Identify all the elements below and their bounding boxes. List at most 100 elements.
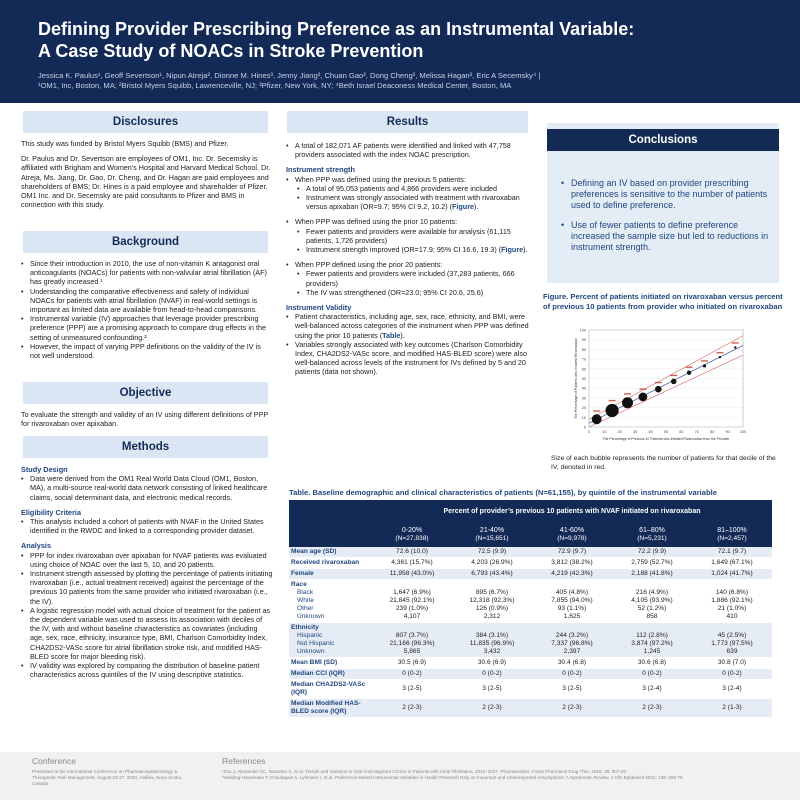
results-bullet: When PPP was defined using the prior 10 … [286, 217, 534, 226]
table-link: Table [382, 330, 401, 340]
table-cell: 30.6 (6.8) [612, 657, 692, 669]
table-cell: 30.6 (6.9) [452, 657, 532, 669]
row-sublabel: Not Hispanic [297, 640, 335, 647]
bubble-point [638, 392, 648, 402]
table-cell: 72.5 (9.9) [452, 547, 532, 558]
row-label: Median Modified HAS-BLED score (IQR) [289, 698, 372, 718]
background-bullet: Since their introduction in 2010, the us… [21, 259, 271, 287]
table-row: Ethnicity Hispanic Not Hispanic Unknown 807 … [289, 622, 772, 658]
result-text: ). [474, 202, 479, 212]
bubble-count-label [716, 351, 724, 354]
bubble-count-label [608, 399, 616, 402]
quintile-n: (N=9,978) [557, 534, 587, 542]
quintile-n: (N=15,651) [475, 534, 509, 542]
table-cell: 4,219 (42.3%) [532, 568, 612, 580]
row-label: Female [289, 568, 372, 580]
results-text: A total of 182,071 AF patients were iden… [286, 141, 534, 377]
row-label-text: Median Modified HAS-BLED score (IQR) [291, 700, 361, 715]
table-row: Received rivaroxaban 4,361 (15.7%) 4,203 (… [289, 557, 772, 569]
references-heading: References [222, 756, 266, 766]
bubble-count-label [654, 381, 662, 384]
poster-title-line1: Defining Provider Prescribing Preference… [38, 19, 635, 39]
disclosures-funding: This study was funded by Bristol Myers S… [21, 139, 229, 148]
table-cell: 72.1 (9.7) [692, 547, 772, 558]
table-cell: 2 (2-3) [612, 698, 692, 718]
x-tick-label: 100 [740, 430, 746, 434]
table-cell: 2 (2-3) [372, 698, 452, 718]
bubble-point [702, 364, 707, 368]
row-label-text: Median CCI (IQR) [291, 670, 345, 677]
results-bullet: Patient characteristics, including age, … [286, 312, 534, 340]
conclusions-heading: Conclusions [547, 129, 779, 151]
row-sublabel: Unknown [297, 613, 325, 620]
methods-bullet: Instrument strength assessed by plotting… [21, 569, 273, 606]
row-label-text: Median CHA2DS2-VASc (IQR) [291, 681, 366, 696]
table-cell: 45 (2.5%) 1,773 (97.5%) 639 [692, 622, 772, 658]
table-cell: 140 (6.8%) 1,886 (92.1%) 21 (1.0%) 410 [692, 579, 772, 623]
x-tick-label: 70 [695, 430, 699, 434]
poster-title-line2: A Case Study of NOACs in Stroke Preventi… [38, 41, 424, 61]
row-label-text: Mean age (SD) [291, 548, 337, 555]
table-cell: 2,759 (52.7%) [612, 557, 692, 569]
row-label-text: Female [291, 570, 314, 577]
quintile-header: 41‑60% (N=9,978) [532, 522, 612, 547]
conclusion-bullet: Use of fewer patients to define preferen… [561, 220, 771, 253]
results-sub-bullet: Instrument was strongly associated with … [286, 193, 534, 211]
methods-bullet: This analysis included a cohort of patie… [21, 517, 273, 535]
table-cell: 216 (4.9%) 4,105 (93.9%) 52 (1.2%) 858 [612, 579, 692, 623]
x-tick-label: 40 [648, 430, 652, 434]
table-row: Median Modified HAS-BLED score (IQR) 2 (2… [289, 698, 772, 718]
results-sub-bullet: Instrument strength improved (OR=17.9; 9… [286, 245, 534, 254]
study-design-heading: Study Design [21, 465, 68, 474]
table-cell: 3,812 (38.2%) [532, 557, 612, 569]
table-cell: 0 (0-2) [372, 668, 452, 680]
table-cell: 0 (0-2) [532, 668, 612, 680]
table-title: Table. Baseline demographic and clinical… [289, 488, 717, 497]
results-bullet: When PPP defined using the prior 20 pati… [286, 260, 534, 269]
background-text: Since their introduction in 2010, the us… [21, 259, 271, 360]
results-bullet: Variables strongly associated with key o… [286, 340, 534, 377]
results-heading: Results [287, 111, 528, 133]
x-tick-label: 60 [679, 430, 683, 434]
table-cell: 2,188 (41.8%) [612, 568, 692, 580]
table-cell: 3 (2-5) [372, 679, 452, 699]
table-row: Race Black White Other Unknown 1,647 (6.9%) 2… [289, 579, 772, 623]
figure-caption: Size of each bubble represents the numbe… [551, 455, 776, 471]
results-sub-bullet: Fewer patients and providers were availa… [286, 227, 534, 245]
table-cell: 1,649 (67.1%) [692, 557, 772, 569]
quintile-header: 0‑20% (N=27,838) [372, 522, 452, 547]
row-sublabel: Hispanic [297, 632, 323, 639]
background-heading: Background [23, 231, 268, 253]
table-cell: 405 (4.8%) 7,855 (94.0%) 93 (1.1%) 1,625 [532, 579, 612, 623]
y-tick-label: 30 [582, 396, 586, 400]
row-label-text: Ethnicity [291, 624, 319, 631]
quintile-label: 41‑60% [559, 526, 585, 534]
table-cell: 384 (3.1%) 11,835 (96.9%) 3,432 [452, 622, 532, 658]
results-bullet: A total of 182,071 AF patients were iden… [286, 141, 534, 159]
result-text: ). [400, 330, 405, 340]
table-cell: 30.4 (6.8) [532, 657, 612, 669]
row-label: Race Black White Other Unknown [289, 579, 372, 623]
y-axis-label: The Percentage of Patients who Initiated… [574, 338, 578, 419]
bubble-point [734, 346, 737, 349]
table-row: Female 11,958 (43.0%) 6,793 (43.4%) 4,219 (… [289, 568, 772, 580]
bubble-count-label [685, 366, 693, 368]
analysis-heading: Analysis [21, 541, 52, 551]
table-cell: 30.5 (6.9) [372, 657, 452, 669]
row-label-text: Mean BMI (SD) [291, 659, 338, 666]
table-cell: 0 (0-2) [612, 668, 692, 680]
y-tick-label: 20 [582, 406, 586, 410]
bubble-point [718, 355, 722, 359]
x-tick-label: 50 [664, 430, 668, 434]
conference-heading: Conference [32, 756, 76, 766]
table-cell: 2 (2-3) [452, 698, 532, 718]
table-cell: 1,024 (41.7%) [692, 568, 772, 580]
table-cell: 72.6 (10.0) [372, 547, 452, 558]
figure-title: Figure. Percent of patients initiated on… [543, 292, 783, 311]
table-cell: 4,361 (15.7%) [372, 557, 452, 569]
row-label-text: Race [291, 581, 307, 588]
background-bullet: Instrumental variable (IV) approaches th… [21, 314, 271, 342]
result-text: Instrument was strongly associated with … [306, 193, 520, 212]
methods-bullet: IV validity was explored by comparing th… [21, 661, 273, 679]
bubble-count-label [593, 410, 601, 412]
